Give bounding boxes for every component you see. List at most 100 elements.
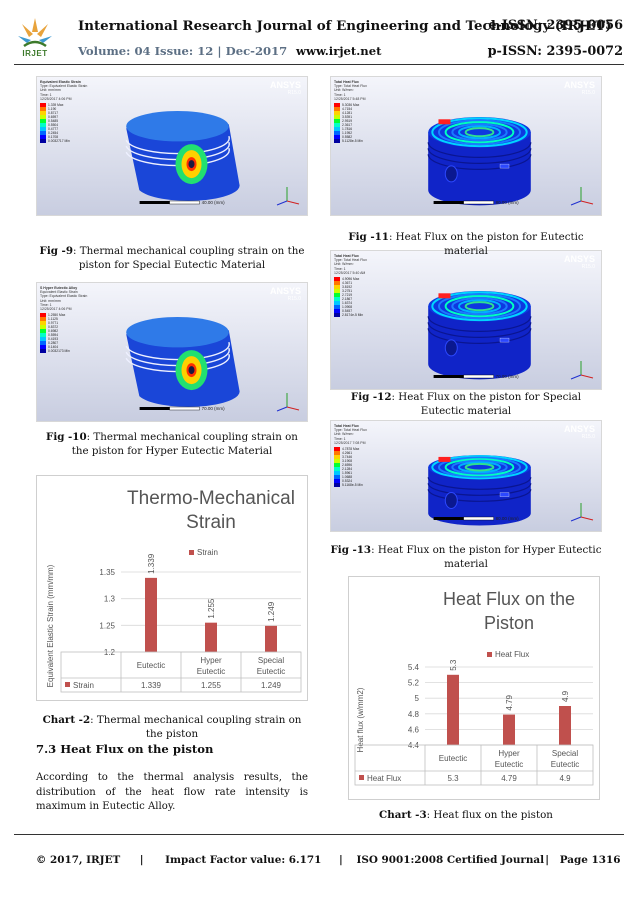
ring-groove bbox=[427, 328, 532, 344]
triad-z-axis bbox=[276, 200, 288, 206]
flux-contour bbox=[444, 121, 515, 144]
scale-bar-dark bbox=[433, 375, 464, 378]
table-value: 4.9 bbox=[559, 774, 571, 783]
legend-value: 0.8717 bbox=[48, 111, 59, 115]
y-tick-label: 1.3 bbox=[104, 595, 116, 604]
legend-swatch bbox=[189, 550, 194, 555]
caption-label: Fig -12 bbox=[350, 391, 392, 403]
legend-swatch bbox=[334, 289, 340, 293]
legend-value: 0.1708 bbox=[48, 135, 59, 139]
legend-value: 1.1125 bbox=[48, 317, 58, 322]
triad-z-axis bbox=[276, 406, 288, 412]
table-value: 1.249 bbox=[261, 681, 282, 690]
legend-value: 5.1128e-5 Min bbox=[342, 139, 363, 143]
chart-title: Heat Flux on the bbox=[443, 589, 575, 609]
caption-label: Chart -2 bbox=[42, 714, 91, 726]
table-value: 4.79 bbox=[501, 774, 517, 783]
flux-contour bbox=[451, 123, 508, 142]
brand-version: R15.0 bbox=[581, 90, 595, 96]
pin-hole bbox=[188, 366, 195, 375]
legend-swatch bbox=[40, 107, 46, 111]
caption-text: : Heat flux on the piston bbox=[426, 809, 553, 821]
x-category-label: Hyper Eutectic bbox=[197, 656, 225, 676]
legend-title-line: Time: 1 bbox=[334, 92, 346, 97]
footer-copyright: © 2017, IRJET bbox=[36, 854, 121, 866]
brand-name: ANSYS bbox=[269, 80, 301, 90]
legend-swatch bbox=[334, 447, 340, 451]
legend-value: 0.4193 bbox=[48, 337, 59, 342]
caption-label: Fig -10 bbox=[46, 431, 87, 443]
legend-title: Total Heat Flux Type: Total Heat Flux Unit… bbox=[334, 424, 367, 445]
scale-bar-dark bbox=[433, 201, 464, 204]
caption-text: : Thermal mechanical coupling strain on … bbox=[73, 245, 305, 271]
legend-swatch bbox=[334, 309, 340, 313]
y-tick-label: 1.35 bbox=[99, 568, 115, 577]
legend-title-line: Total Heat Flux bbox=[334, 424, 359, 428]
legend-title-line: Unit: W/mm² bbox=[334, 88, 354, 93]
data-label: 1.255 bbox=[207, 598, 216, 619]
legend-title: S Hyper Eutectic Alloy Equivalent Elastic… bbox=[40, 286, 87, 311]
footer: © 2017, IRJET | Impact Factor value: 6.1… bbox=[36, 854, 620, 866]
caption-fig-12: Fig -12: Heat Flux on the piston for Spe… bbox=[330, 390, 602, 418]
legend-value: 0.2454 bbox=[48, 131, 59, 135]
scale-bar-light bbox=[169, 406, 200, 411]
x-category-label: Eutectic bbox=[137, 661, 165, 670]
legend-swatch bbox=[334, 463, 340, 467]
legend-swatch bbox=[334, 103, 340, 107]
legend-swatch bbox=[40, 135, 46, 139]
legend-value: 2.6596 bbox=[342, 463, 353, 467]
caption-fig-13: Fig -13: Heat Flux on the piston for Hyp… bbox=[330, 543, 602, 571]
caption-text: : Thermal mechanical coupling strain on … bbox=[71, 431, 298, 457]
ring-groove bbox=[427, 489, 532, 502]
data-label: 1.249 bbox=[267, 601, 276, 622]
caption-text: : Thermal mechanical coupling strain on … bbox=[90, 714, 302, 740]
scale-bar-light bbox=[169, 200, 200, 205]
chart-svg: Thermo-Mechanical Strain Strain 1.2 1.25 1.3 1… bbox=[46, 488, 302, 693]
piston-body bbox=[428, 306, 531, 380]
legend-swatch bbox=[40, 313, 46, 318]
figure-10-strain-hyper-eutectic: S Hyper Eutectic Alloy Equivalent Elastic… bbox=[36, 282, 308, 422]
legend-value: 2.1284 bbox=[342, 467, 353, 471]
data-table-frame bbox=[354, 744, 594, 786]
p-issn: p-ISSN: 2395-0072 bbox=[487, 44, 623, 59]
legend-swatch bbox=[334, 277, 340, 281]
legend-value: 0.5457 bbox=[342, 309, 353, 313]
ansys-brand: ANSYS R15.0 bbox=[564, 255, 595, 271]
legend-value: 4.1281 bbox=[342, 111, 353, 115]
legend-swatch bbox=[334, 313, 340, 317]
legend-swatch bbox=[40, 325, 46, 330]
legend-swatch bbox=[334, 123, 340, 127]
caption-fig-9: Fig -9: Thermal mechanical coupling stra… bbox=[36, 244, 308, 272]
legend-value: 1.7816 bbox=[342, 127, 353, 131]
legend-swatch bbox=[334, 459, 340, 463]
piston-model: 70.00 (mm) bbox=[427, 291, 594, 380]
chart-svg: Heat Flux on the Piston Heat Flux 4.4 4.6 4.8… bbox=[354, 589, 594, 786]
legend-value: 2.7219 bbox=[342, 293, 353, 297]
legend-title-line: Equivalent Elastic Strain bbox=[40, 290, 78, 295]
max-marker bbox=[438, 119, 451, 125]
footer-separator: | bbox=[545, 854, 550, 866]
legend-title-line: Type: Equivalent Elastic Strain bbox=[40, 294, 88, 299]
chart-title: Piston bbox=[484, 613, 534, 633]
triad-x-axis bbox=[286, 406, 300, 411]
ansys-brand: ANSYS R15.0 bbox=[564, 81, 595, 97]
figure-11-heatflux-eutectic: Total Heat Flux Type: Total Heat Flux Unit… bbox=[330, 76, 602, 216]
legend-swatch bbox=[334, 483, 340, 487]
legend-swatch bbox=[40, 127, 46, 131]
legend-value: 3.2751 bbox=[342, 289, 353, 293]
y-tick-label: 5.4 bbox=[408, 663, 420, 672]
caption-label: Fig -9 bbox=[39, 245, 73, 257]
website-link[interactable]: www.irjet.net bbox=[296, 44, 382, 58]
legend-swatch bbox=[334, 467, 340, 471]
legend-value: 0.9771 bbox=[48, 321, 59, 326]
legend-swatch bbox=[40, 333, 46, 338]
legend-value: 1.190 bbox=[48, 107, 57, 111]
ring-groove bbox=[427, 148, 532, 164]
legend-value: 2.9519 bbox=[342, 119, 353, 123]
legend-label: Strain bbox=[197, 548, 218, 557]
legend-title-line: Type: Equivalent Elastic Strain bbox=[40, 84, 88, 89]
min-marker bbox=[499, 492, 510, 497]
pin-boss bbox=[444, 165, 458, 183]
piston-body bbox=[428, 132, 531, 206]
flux-contour bbox=[457, 125, 502, 140]
